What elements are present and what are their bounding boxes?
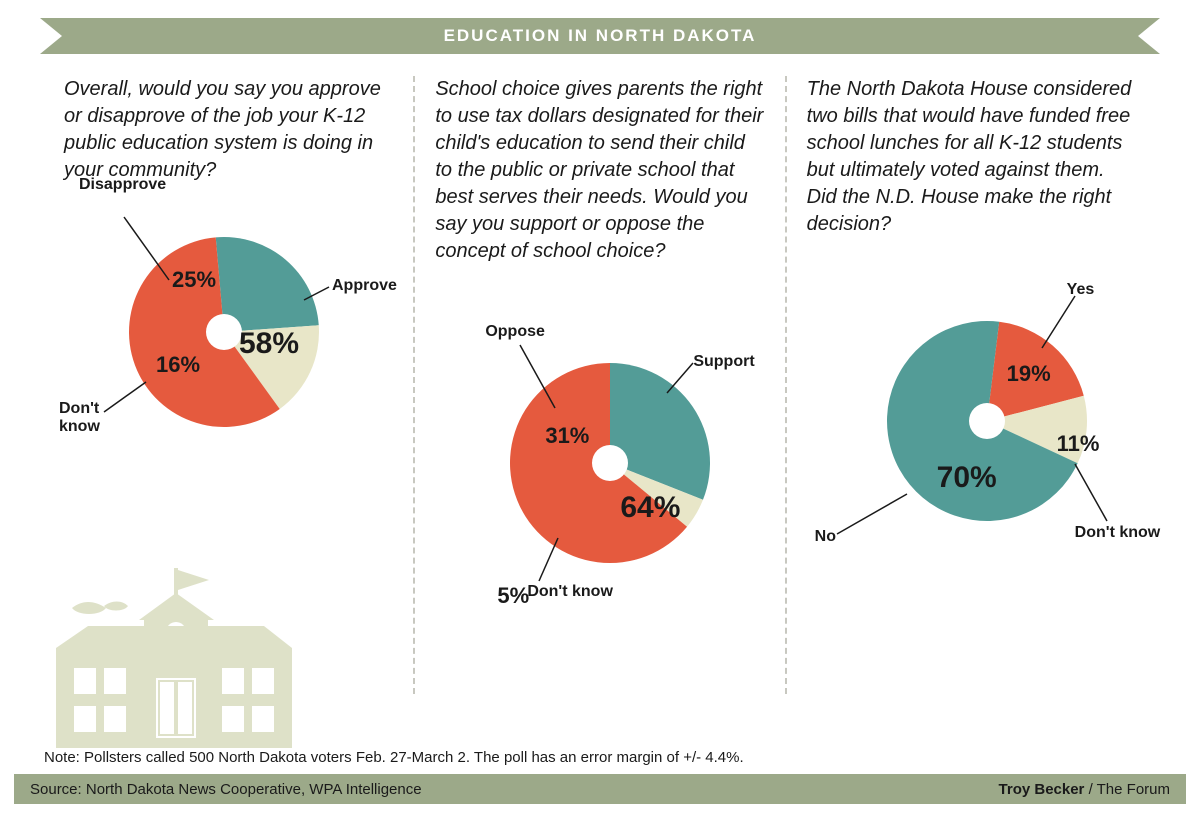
segment-label: No bbox=[815, 528, 836, 546]
question-3: The North Dakota House considered two bi… bbox=[807, 76, 1136, 238]
segment-label: Don't know bbox=[1075, 524, 1161, 542]
percent-label: 16% bbox=[156, 352, 200, 378]
percent-label: 31% bbox=[545, 423, 589, 449]
percent-label: 25% bbox=[172, 267, 216, 293]
donut-chart-2: OpposeDon't knowSupport31%5%64% bbox=[435, 283, 764, 583]
donut-chart-1: DisapproveDon'tknowApprove25%16%58% bbox=[64, 202, 393, 502]
column-3: The North Dakota House considered two bi… bbox=[787, 76, 1156, 694]
credit: Troy Becker / The Forum bbox=[999, 781, 1170, 798]
question-2: School choice gives parents the right to… bbox=[435, 76, 764, 265]
column-2: School choice gives parents the right to… bbox=[415, 76, 786, 694]
percent-label: 5% bbox=[497, 583, 529, 609]
school-building-icon bbox=[44, 568, 304, 748]
source-text: Source: North Dakota News Cooperative, W… bbox=[30, 781, 422, 798]
credit-org: / The Forum bbox=[1084, 781, 1170, 798]
segment-label: Support bbox=[693, 353, 754, 371]
banner-title: EDUCATION IN NORTH DAKOTA bbox=[444, 26, 757, 46]
title-banner: EDUCATION IN NORTH DAKOTA bbox=[40, 18, 1160, 54]
segment-label: Don't know bbox=[527, 583, 613, 601]
question-1: Overall, would you say you approve or di… bbox=[64, 76, 393, 184]
percent-label: 19% bbox=[1007, 361, 1051, 387]
segment-label: Don'tknow bbox=[59, 400, 114, 436]
percent-label: 70% bbox=[937, 461, 997, 495]
poll-note: Note: Pollsters called 500 North Dakota … bbox=[44, 749, 744, 766]
segment-label: Approve bbox=[332, 277, 397, 295]
segment-label: Yes bbox=[1067, 281, 1095, 299]
segment-label: Oppose bbox=[485, 323, 545, 341]
donut-chart-3: YesDon't knowNo19%11%70% bbox=[807, 256, 1136, 556]
percent-label: 11% bbox=[1057, 431, 1100, 457]
credit-name: Troy Becker bbox=[999, 781, 1085, 798]
percent-label: 64% bbox=[620, 491, 680, 525]
segment-label: Disapprove bbox=[79, 176, 166, 194]
percent-label: 58% bbox=[239, 327, 299, 361]
